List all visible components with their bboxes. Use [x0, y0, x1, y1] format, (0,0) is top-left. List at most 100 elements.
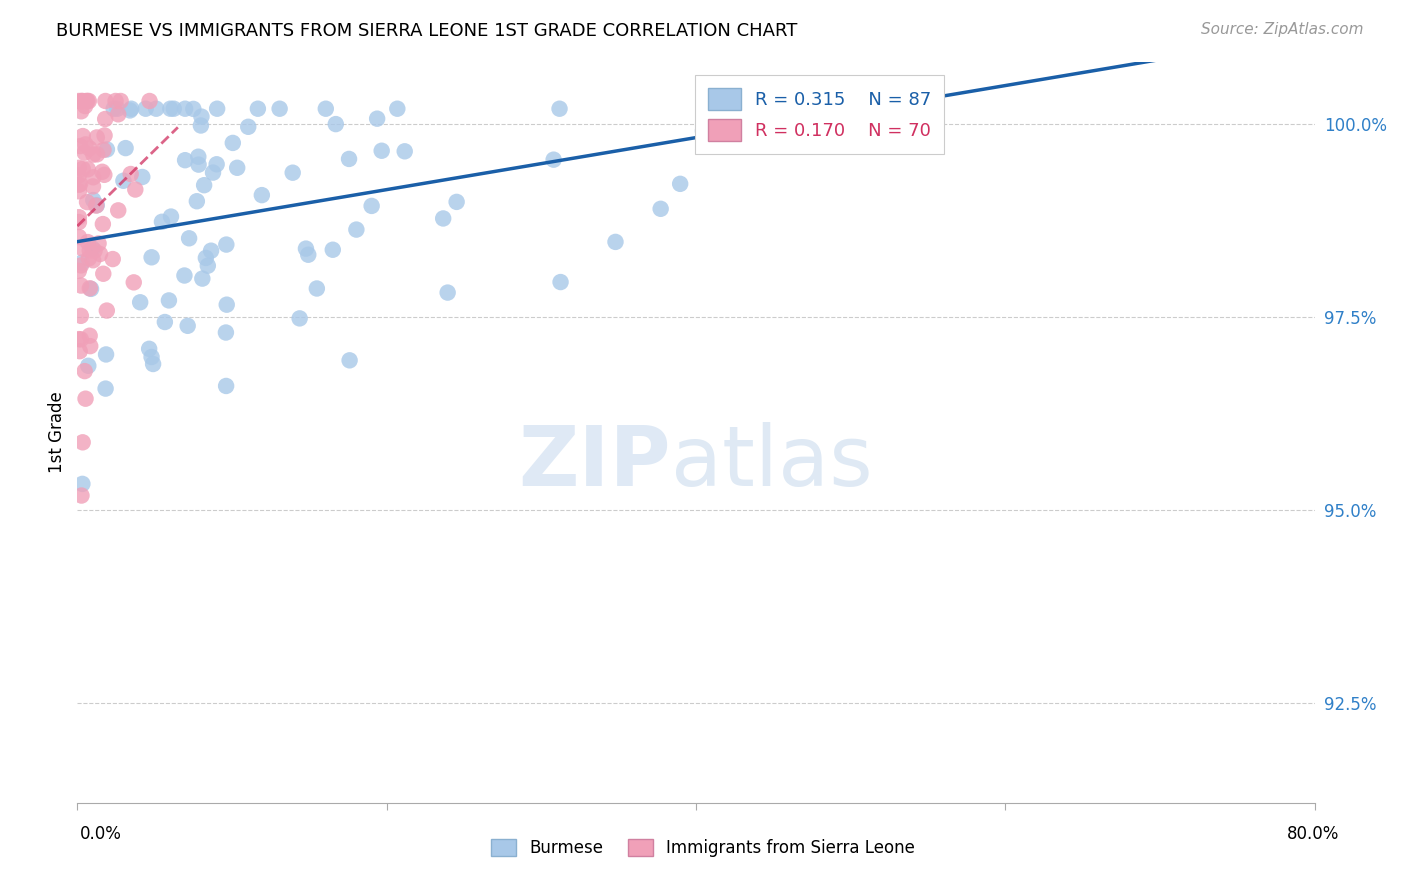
- Point: [344, 222, 367, 236]
- Text: atlas: atlas: [671, 422, 873, 503]
- Point: [82, 253, 104, 268]
- Point: [141, 250, 163, 264]
- Point: [72, 129, 94, 144]
- Point: [122, 276, 145, 290]
- Text: BURMESE VS IMMIGRANTS FROM SIERRA LEONE 1ST GRADE CORRELATION CHART: BURMESE VS IMMIGRANTS FROM SIERRA LEONE …: [56, 22, 797, 40]
- Point: [205, 102, 228, 116]
- Point: [77, 94, 100, 108]
- Point: [174, 102, 197, 116]
- Point: [83, 244, 105, 258]
- Point: [76, 195, 98, 210]
- Point: [70, 259, 93, 273]
- Point: [187, 150, 209, 164]
- Point: [67, 230, 90, 244]
- Point: [129, 295, 152, 310]
- Point: [72, 242, 94, 256]
- Point: [67, 184, 90, 198]
- Point: [118, 103, 141, 118]
- Y-axis label: 1st Grade: 1st Grade: [48, 392, 66, 474]
- Point: [73, 145, 96, 160]
- Point: [322, 243, 344, 257]
- Point: [142, 357, 165, 371]
- Point: [70, 278, 93, 293]
- Point: [138, 94, 160, 108]
- Point: [366, 112, 388, 126]
- Point: [93, 143, 115, 157]
- Point: [86, 130, 108, 145]
- Point: [73, 364, 96, 378]
- Point: [191, 271, 214, 285]
- Point: [190, 110, 212, 124]
- Point: [295, 242, 318, 256]
- Point: [77, 252, 100, 266]
- Point: [94, 347, 117, 361]
- Point: [360, 199, 382, 213]
- Point: [75, 392, 97, 406]
- Point: [436, 285, 458, 300]
- Point: [543, 153, 565, 167]
- Point: [79, 141, 101, 155]
- Text: 0.0%: 0.0%: [80, 825, 122, 843]
- Point: [176, 318, 198, 333]
- Point: [69, 177, 91, 191]
- Point: [76, 94, 98, 108]
- Point: [91, 267, 114, 281]
- Point: [163, 102, 186, 116]
- Point: [82, 193, 104, 207]
- Point: [315, 102, 337, 116]
- Point: [138, 342, 160, 356]
- Point: [76, 162, 98, 177]
- Point: [72, 476, 94, 491]
- Point: [67, 332, 90, 346]
- Point: [550, 275, 572, 289]
- Point: [120, 167, 142, 181]
- Point: [288, 311, 311, 326]
- Point: [70, 332, 93, 346]
- Point: [650, 202, 672, 216]
- Point: [297, 248, 319, 262]
- Point: [110, 94, 132, 108]
- Point: [740, 102, 762, 116]
- Point: [79, 339, 101, 353]
- Point: [177, 231, 200, 245]
- Point: [325, 117, 347, 131]
- Point: [246, 102, 269, 116]
- Point: [70, 309, 93, 323]
- Legend: Burmese, Immigrants from Sierra Leone: Burmese, Immigrants from Sierra Leone: [482, 831, 924, 866]
- Point: [131, 169, 153, 184]
- Point: [160, 210, 183, 224]
- Point: [114, 141, 136, 155]
- Point: [173, 268, 195, 283]
- Point: [75, 137, 97, 152]
- Text: ZIP: ZIP: [519, 422, 671, 503]
- Point: [67, 161, 90, 175]
- Point: [67, 211, 90, 225]
- Point: [226, 161, 249, 175]
- Point: [67, 178, 90, 192]
- Point: [159, 102, 181, 116]
- Point: [72, 161, 94, 176]
- Point: [387, 102, 409, 116]
- Point: [103, 102, 125, 116]
- Point: [76, 235, 98, 249]
- Point: [67, 94, 90, 108]
- Point: [93, 168, 115, 182]
- Point: [101, 252, 124, 266]
- Point: [70, 489, 93, 503]
- Point: [84, 199, 107, 213]
- Point: [605, 235, 627, 249]
- Point: [107, 107, 129, 121]
- Point: [394, 145, 416, 159]
- Point: [692, 124, 714, 138]
- Point: [202, 165, 225, 179]
- Point: [135, 102, 157, 116]
- Point: [80, 282, 103, 296]
- Point: [205, 157, 228, 171]
- Point: [370, 144, 392, 158]
- Point: [82, 179, 104, 194]
- Legend: R = 0.315    N = 87, R = 0.170    N = 70: R = 0.315 N = 87, R = 0.170 N = 70: [696, 75, 943, 153]
- Point: [157, 293, 180, 308]
- Point: [72, 435, 94, 450]
- Point: [669, 177, 692, 191]
- Point: [70, 94, 93, 108]
